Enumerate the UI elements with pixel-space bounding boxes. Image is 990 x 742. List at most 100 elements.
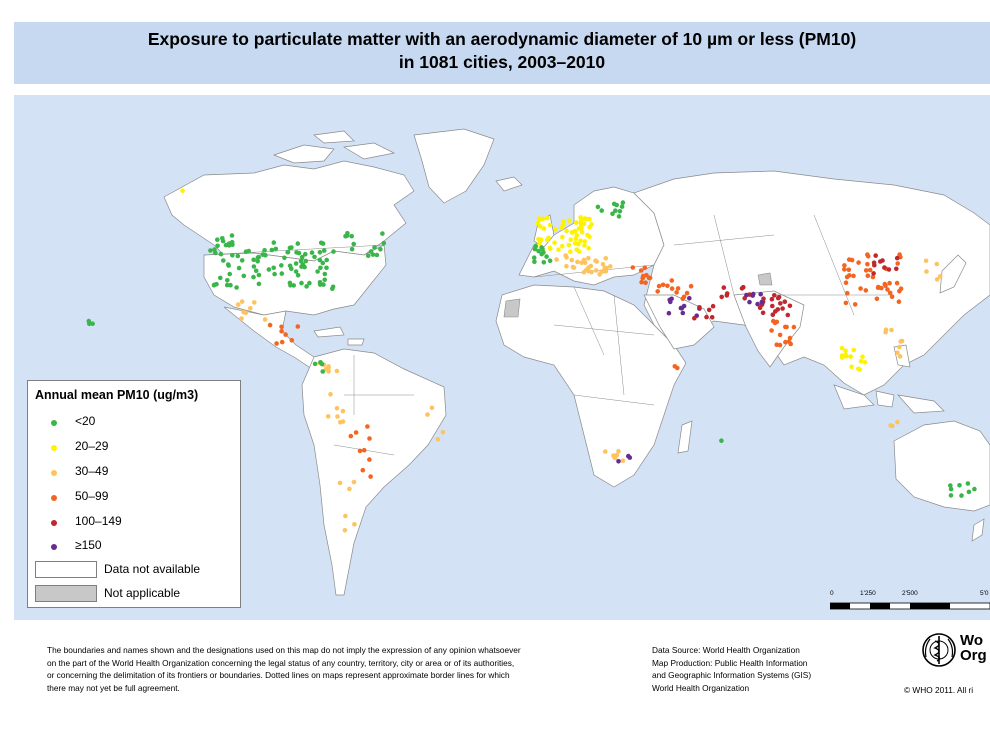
who-emblem-icon — [922, 633, 956, 667]
legend-label-100-149: 100–149 — [75, 514, 122, 528]
city-marker — [772, 320, 778, 326]
city-marker — [865, 254, 871, 259]
data-source: Data Source: World Health Organization M… — [652, 644, 811, 694]
city-marker — [243, 249, 249, 254]
city-marker — [719, 438, 724, 444]
city-marker — [675, 286, 681, 291]
city-marker — [579, 230, 585, 235]
city-marker — [304, 284, 309, 289]
city-marker — [320, 369, 326, 374]
city-marker — [595, 204, 601, 210]
new-zealand — [971, 518, 985, 542]
city-marker — [719, 294, 724, 300]
city-marker — [860, 354, 865, 360]
city-marker — [747, 299, 752, 305]
city-marker — [538, 224, 543, 229]
legend-label-50-99: 50–99 — [75, 489, 109, 503]
city-marker — [279, 329, 284, 334]
legend-label-no-data: Data not available — [104, 562, 201, 576]
city-marker — [564, 263, 569, 269]
city-marker — [972, 486, 977, 492]
city-marker — [692, 315, 697, 321]
city-marker — [317, 280, 323, 285]
world-map — [14, 95, 990, 620]
city-marker — [710, 303, 716, 309]
city-marker — [839, 345, 845, 351]
city-marker — [674, 290, 679, 295]
city-marker — [578, 215, 583, 220]
city-marker — [279, 324, 284, 330]
city-marker — [212, 247, 217, 252]
country-borders — [203, 214, 894, 456]
city-marker — [318, 240, 324, 246]
city-marker — [787, 303, 793, 309]
city-marker — [643, 280, 648, 285]
city-marker — [317, 257, 323, 263]
city-marker — [896, 299, 902, 304]
city-marker — [353, 430, 359, 435]
city-marker — [785, 312, 791, 318]
iceland — [495, 176, 523, 192]
city-marker — [873, 253, 878, 258]
city-marker — [769, 328, 774, 333]
city-marker — [357, 448, 363, 454]
kashmir-na — [757, 272, 773, 286]
city-marker — [844, 354, 849, 359]
city-marker — [894, 255, 900, 261]
city-marker — [319, 361, 325, 367]
city-marker — [307, 280, 312, 286]
city-marker — [255, 255, 261, 260]
city-marker — [589, 222, 594, 227]
city-marker — [335, 414, 340, 419]
org-name-line-1: Wo — [960, 632, 984, 649]
city-marker — [348, 433, 354, 439]
city-marker — [603, 269, 609, 274]
city-marker — [535, 220, 541, 226]
city-marker — [721, 285, 727, 290]
city-marker — [638, 268, 644, 273]
city-marker — [368, 474, 373, 479]
city-marker — [298, 259, 304, 264]
city-marker — [340, 419, 346, 424]
city-marker — [848, 354, 853, 359]
city-marker — [600, 262, 606, 267]
city-marker — [559, 243, 565, 249]
city-marker — [669, 286, 675, 291]
city-marker — [923, 258, 929, 264]
city-marker — [857, 367, 862, 372]
city-marker — [965, 481, 971, 486]
org-name-line-2: Org — [960, 647, 987, 664]
scale-tick-1250: 1'250 — [860, 590, 876, 597]
city-marker — [564, 228, 569, 234]
city-marker — [784, 324, 789, 330]
city-marker — [349, 246, 355, 252]
city-marker — [282, 255, 287, 261]
city-marker — [251, 257, 256, 263]
city-marker — [593, 268, 599, 273]
city-marker — [614, 202, 619, 208]
city-marker — [90, 321, 95, 326]
city-marker — [895, 350, 900, 355]
city-marker — [279, 263, 284, 268]
city-marker — [585, 232, 590, 238]
city-marker — [309, 250, 315, 255]
city-marker — [640, 273, 646, 279]
scale-bar-graphic — [830, 602, 990, 610]
city-marker — [540, 246, 545, 252]
city-marker — [755, 301, 760, 307]
city-marker — [266, 267, 272, 272]
city-marker — [704, 314, 709, 320]
city-marker — [299, 254, 305, 260]
city-marker — [852, 302, 858, 307]
city-marker — [874, 296, 880, 302]
city-marker — [865, 273, 871, 278]
city-marker — [776, 294, 782, 300]
city-marker — [253, 268, 259, 274]
city-marker — [885, 287, 890, 292]
legend-dot-ge150 — [51, 544, 57, 550]
city-marker — [351, 241, 357, 247]
city-marker — [435, 437, 441, 442]
city-marker — [559, 225, 564, 231]
city-marker — [320, 260, 326, 266]
city-marker — [547, 258, 553, 263]
